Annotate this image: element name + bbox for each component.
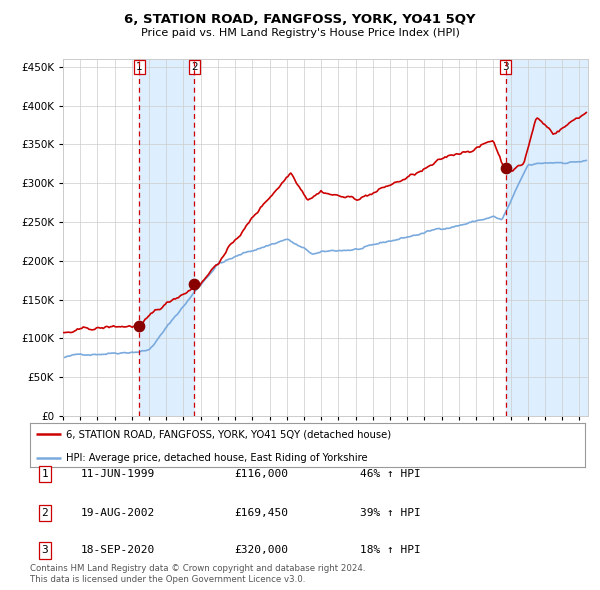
Text: 11-JUN-1999: 11-JUN-1999 <box>81 469 155 478</box>
Text: This data is licensed under the Open Government Licence v3.0.: This data is licensed under the Open Gov… <box>30 575 305 584</box>
Text: 6, STATION ROAD, FANGFOSS, YORK, YO41 5QY: 6, STATION ROAD, FANGFOSS, YORK, YO41 5Q… <box>124 13 476 26</box>
Text: £169,450: £169,450 <box>234 508 288 517</box>
Point <box>134 321 144 330</box>
Text: 2: 2 <box>191 62 197 72</box>
Text: £116,000: £116,000 <box>234 469 288 478</box>
Text: 2: 2 <box>41 508 49 517</box>
Text: 46% ↑ HPI: 46% ↑ HPI <box>360 469 421 478</box>
Bar <box>506 59 588 416</box>
Text: £320,000: £320,000 <box>234 546 288 555</box>
Point <box>190 280 199 289</box>
Text: HPI: Average price, detached house, East Riding of Yorkshire: HPI: Average price, detached house, East… <box>66 453 368 463</box>
Text: 3: 3 <box>41 546 49 555</box>
Text: 39% ↑ HPI: 39% ↑ HPI <box>360 508 421 517</box>
Text: Contains HM Land Registry data © Crown copyright and database right 2024.: Contains HM Land Registry data © Crown c… <box>30 565 365 573</box>
Text: 18% ↑ HPI: 18% ↑ HPI <box>360 546 421 555</box>
Bar <box>139 59 194 416</box>
Text: 6, STATION ROAD, FANGFOSS, YORK, YO41 5QY (detached house): 6, STATION ROAD, FANGFOSS, YORK, YO41 5Q… <box>66 429 391 439</box>
Text: 3: 3 <box>502 62 509 72</box>
Text: 19-AUG-2002: 19-AUG-2002 <box>81 508 155 517</box>
Text: 1: 1 <box>41 469 49 478</box>
Point <box>501 163 511 172</box>
Text: 18-SEP-2020: 18-SEP-2020 <box>81 546 155 555</box>
Text: Price paid vs. HM Land Registry's House Price Index (HPI): Price paid vs. HM Land Registry's House … <box>140 28 460 38</box>
Text: 1: 1 <box>136 62 143 72</box>
